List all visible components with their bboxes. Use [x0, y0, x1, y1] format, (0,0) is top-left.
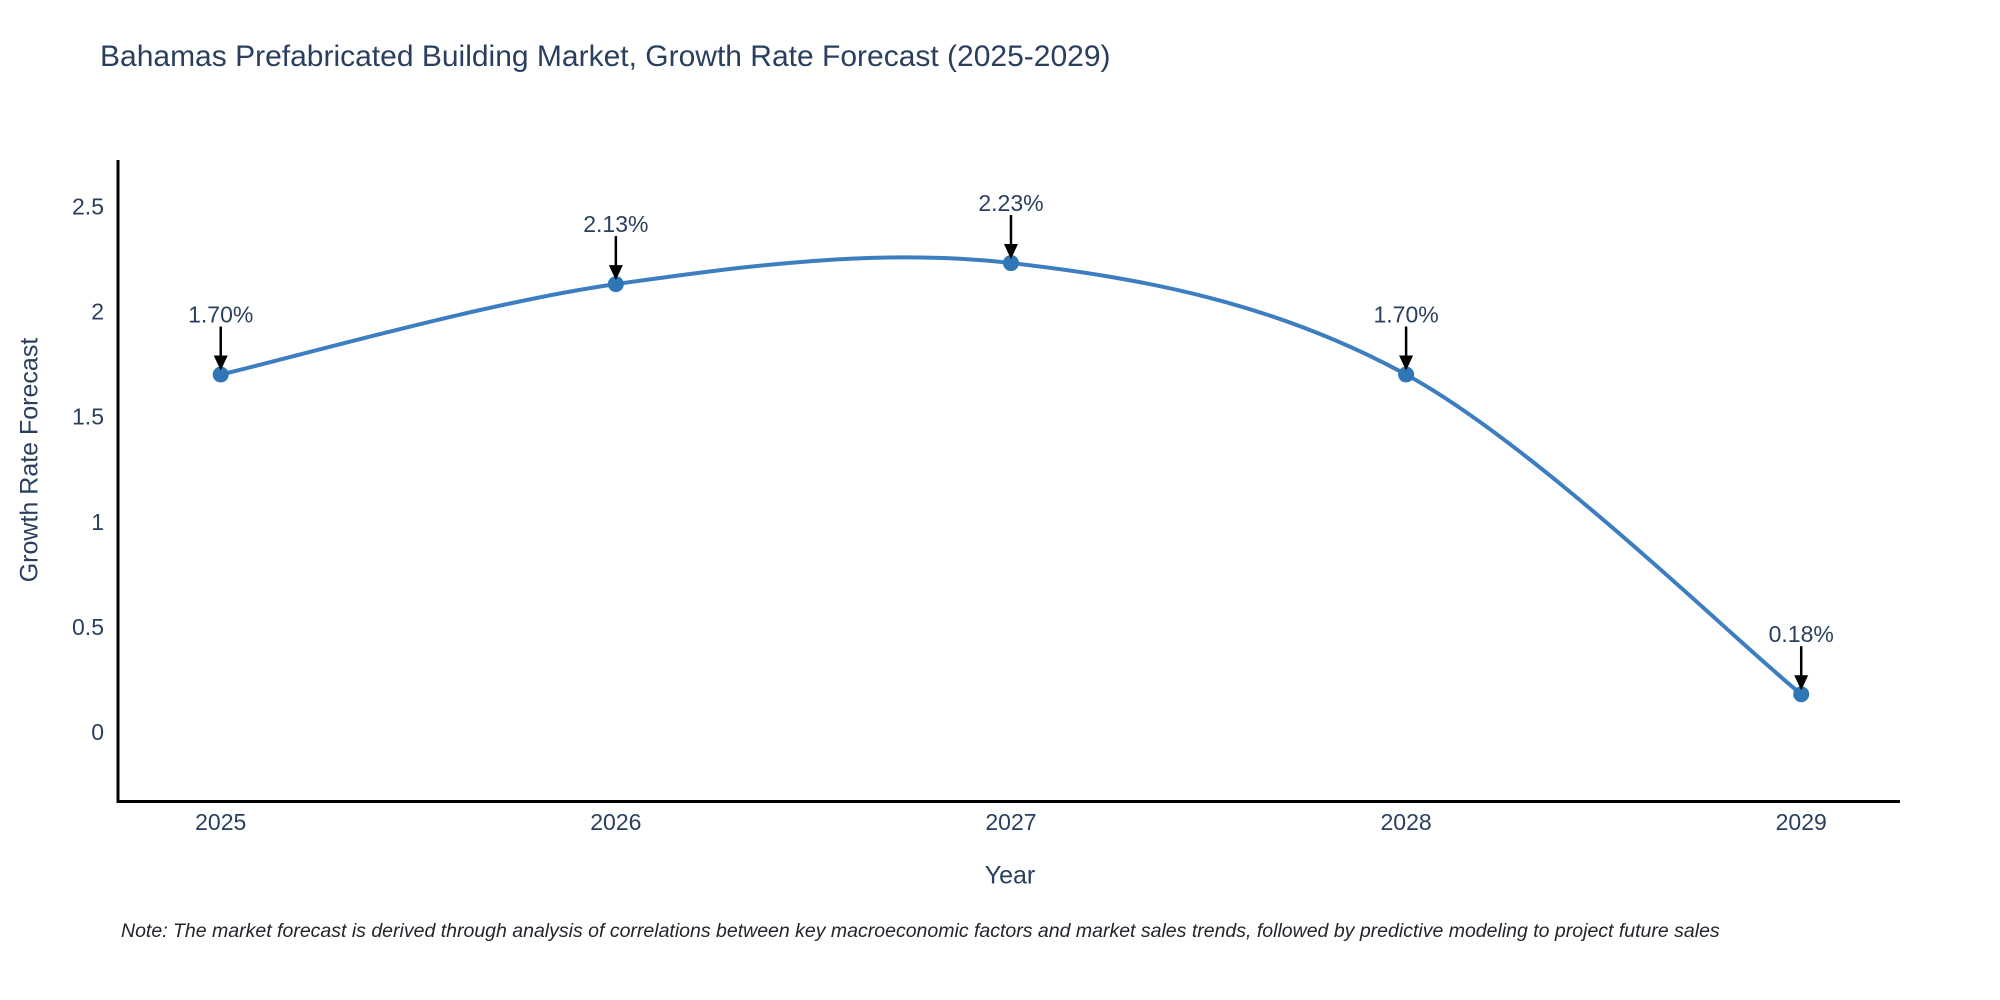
data-point-marker: [607, 276, 624, 293]
x-tick-label: 2029: [1776, 809, 1827, 835]
data-point-label: 1.70%: [1373, 302, 1438, 328]
data-point-label: 0.18%: [1769, 621, 1834, 647]
y-tick-label: 1: [91, 509, 104, 535]
x-tick-label: 2027: [985, 809, 1036, 835]
annotation-arrowhead-icon: [213, 355, 228, 371]
y-tick-label: 2: [91, 298, 104, 324]
annotation-arrowhead-icon: [1003, 244, 1018, 260]
y-tick-label: 0.5: [72, 614, 104, 640]
y-tick-label: 0: [91, 719, 104, 745]
annotation-arrowhead-icon: [1794, 675, 1809, 691]
data-point-marker: [1793, 686, 1810, 703]
data-point-marker: [212, 366, 229, 383]
y-tick-label: 1.5: [72, 404, 104, 430]
data-point-label: 2.13%: [583, 211, 648, 237]
x-tick-label: 2026: [590, 809, 641, 835]
x-axis-title: Year: [984, 861, 1036, 890]
x-tick-label: 2025: [195, 809, 246, 835]
data-point-marker: [1002, 255, 1019, 272]
annotation-arrowhead-icon: [608, 265, 623, 281]
data-point-label: 1.70%: [188, 302, 253, 328]
x-tick-label: 2028: [1381, 809, 1432, 835]
y-tick-label: 2.5: [72, 193, 104, 219]
annotation-arrowhead-icon: [1399, 355, 1414, 371]
y-axis-title: Growth Rate Forecast: [15, 337, 44, 583]
data-point-marker: [1398, 366, 1415, 383]
forecast-line: [218, 255, 1804, 697]
footnote: Note: The market forecast is derived thr…: [121, 920, 1720, 942]
data-point-label: 2.23%: [978, 190, 1043, 216]
chart-title: Bahamas Prefabricated Building Market, G…: [100, 40, 1111, 73]
